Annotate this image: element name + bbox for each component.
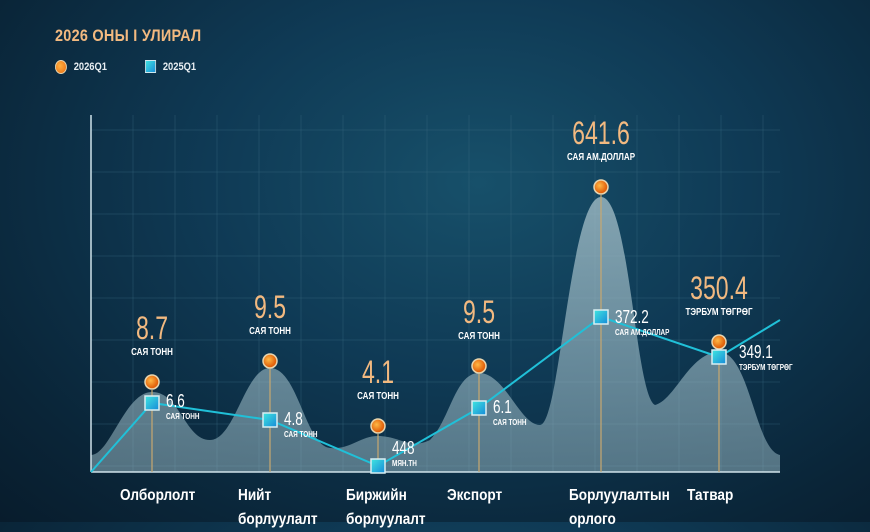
point-2026q1 [593, 179, 609, 195]
data-label-2025q1: 448 [392, 438, 415, 458]
x-tick-label: Олборлолт [120, 487, 196, 504]
legend-item-2025q1: 2025Q1 [145, 60, 196, 73]
unit-label-2025q1: САЯ ТОНН [166, 412, 200, 421]
unit-label-2026q1: САЯ ТОНН [458, 331, 500, 342]
unit-label-2025q1: САЯ ТОНН [493, 418, 527, 427]
point-2025q1 [593, 309, 609, 325]
data-label-2026q1: 9.5 [462, 294, 496, 330]
x-tick-label: Нийт борлуулалт [238, 487, 318, 528]
point-2026q1 [262, 353, 278, 369]
point-2026q1 [144, 374, 160, 390]
data-label-2026q1: 4.1 [361, 354, 395, 390]
legend-label: 2025Q1 [162, 60, 197, 73]
data-label-2026q1: 350.4 [690, 270, 748, 306]
unit-label-2026q1: САЯ ТОНН [131, 347, 173, 358]
data-label-2025q1: 4.8 [284, 409, 303, 429]
unit-label-2025q1: МЯН.ТН [392, 459, 417, 468]
area-2026q1 [91, 197, 780, 472]
x-tick-label: Экспорт [447, 487, 503, 504]
point-2025q1 [262, 412, 278, 428]
data-label-2025q1: 372.2 [615, 307, 649, 327]
teal-square-icon [145, 60, 157, 73]
point-2025q1 [370, 458, 386, 474]
point-2025q1 [144, 395, 160, 411]
data-label-2025q1: 6.1 [493, 397, 512, 417]
x-tick-label: Борлуулалтын орлого [569, 487, 670, 528]
line-2025q1 [90, 315, 781, 473]
x-tick-label: Татвар [687, 487, 734, 504]
x-tick-label: Биржийн борлуулалт [346, 487, 426, 528]
point-2025q1 [471, 400, 487, 416]
data-label-2026q1: 8.7 [135, 310, 169, 346]
unit-label-2025q1: ТЭРБУМ ТӨГРӨГ [739, 363, 793, 372]
point-2026q1 [370, 418, 386, 434]
data-label-2025q1: 6.6 [166, 391, 185, 411]
unit-label-2026q1: ТЭРБУМ ТӨГРӨГ [685, 307, 753, 318]
legend-item-2026q1: 2026Q1 [55, 60, 107, 74]
unit-label-2025q1: САЯ АМ.ДОЛЛАР [615, 328, 670, 337]
orange-circle-icon [55, 60, 67, 74]
unit-label-2025q1: САЯ ТОНН [284, 430, 318, 439]
chart-title: 2026 ОНЫ I УЛИРАЛ [55, 26, 202, 45]
unit-label-2026q1: САЯ АМ.ДОЛЛАР [566, 152, 636, 163]
point-2025q1 [711, 349, 727, 365]
data-label-2025q1: 349.1 [739, 342, 773, 362]
data-label-2026q1: 9.5 [253, 289, 287, 325]
legend-label: 2026Q1 [73, 61, 107, 73]
point-2026q1 [711, 334, 727, 350]
point-2026q1 [471, 358, 487, 374]
data-label-2026q1: 641.6 [572, 115, 630, 151]
unit-label-2026q1: САЯ ТОНН [357, 391, 399, 402]
unit-label-2026q1: САЯ ТОНН [249, 326, 291, 337]
